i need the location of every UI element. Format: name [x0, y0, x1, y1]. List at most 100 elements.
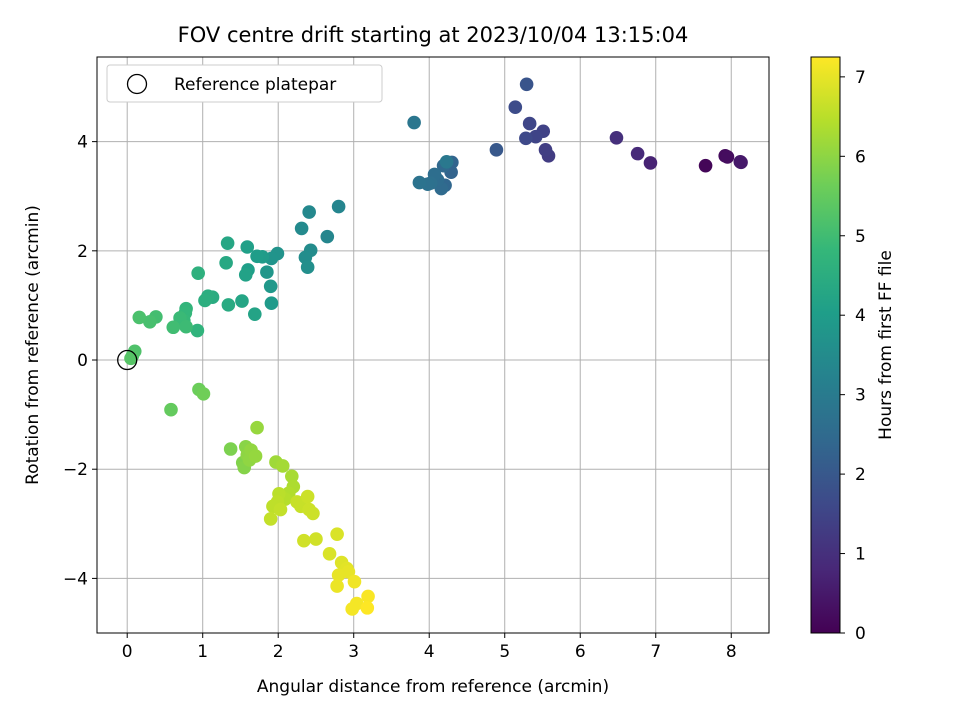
data-point [263, 512, 278, 526]
data-point [264, 296, 279, 311]
x-tick-label: 4 [424, 642, 435, 662]
data-point [166, 320, 181, 335]
colorbar-tick-label: 4 [855, 306, 866, 326]
data-point [331, 568, 346, 582]
y-tick-label: −4 [63, 569, 88, 589]
data-point [734, 155, 748, 170]
data-point [519, 77, 534, 92]
chart-title: FOV centre drift starting at 2023/10/04 … [178, 23, 689, 47]
data-point [347, 574, 362, 589]
data-point [330, 527, 344, 541]
data-point [345, 602, 360, 616]
x-axis-ticks: 0 1 2 3 4 5 6 7 8 [122, 633, 737, 662]
y-tick-label: −2 [63, 460, 88, 480]
data-point [609, 131, 624, 145]
colorbar-ticks: 0 1 2 3 4 5 6 7 [840, 68, 866, 644]
data-point [330, 579, 344, 593]
legend-label: Reference platepar [174, 75, 336, 95]
data-point [238, 268, 253, 282]
y-tick-label: 2 [77, 242, 88, 262]
data-point [522, 116, 537, 131]
x-axis-label: Angular distance from reference (arcmin) [257, 677, 609, 697]
data-point [361, 589, 375, 604]
data-point [240, 240, 255, 254]
data-point [196, 387, 211, 401]
reference-marker-layer [117, 349, 138, 371]
colorbar-tick-label: 1 [855, 545, 866, 565]
data-point [439, 155, 454, 169]
data-point [320, 229, 335, 244]
data-point [302, 205, 316, 219]
data-point [360, 601, 375, 615]
data-point [143, 314, 157, 329]
y-tick-label: 0 [77, 351, 88, 371]
data-point [250, 249, 264, 264]
colorbar-tick-label: 2 [855, 465, 866, 485]
colorbar-label: Hours from first FF file [876, 250, 896, 440]
data-point [508, 100, 523, 115]
legend-marker-icon [126, 73, 148, 95]
data-point [124, 351, 138, 366]
data-point [519, 131, 533, 146]
data-point [300, 489, 315, 504]
legend-box [106, 64, 383, 103]
data-point [407, 115, 421, 130]
colorbar: 0 1 2 3 4 5 6 7 Hours from first FF file [810, 56, 896, 644]
data-point [221, 298, 236, 312]
data-point [198, 293, 212, 308]
colorbar-tick-label: 0 [855, 624, 866, 644]
data-point [223, 442, 238, 456]
data-point [630, 146, 645, 161]
data-point [306, 506, 320, 521]
data-point [285, 469, 299, 484]
data-point [179, 319, 193, 334]
data-point [300, 260, 315, 274]
data-point [698, 158, 713, 173]
data-point [538, 143, 553, 157]
data-point [273, 502, 288, 517]
data-points [124, 77, 748, 616]
colorbar-tick-label: 3 [855, 386, 866, 406]
data-point [331, 199, 346, 214]
data-point [263, 279, 278, 294]
data-point [248, 449, 263, 463]
data-point [489, 143, 504, 157]
data-point [191, 266, 205, 281]
data-point [250, 420, 264, 435]
colorbar-tick-label: 6 [855, 147, 866, 167]
data-point [219, 256, 233, 270]
x-tick-label: 1 [197, 642, 208, 662]
colorbar-tick-label: 5 [855, 227, 866, 247]
data-point [190, 323, 205, 338]
x-tick-label: 0 [122, 642, 133, 662]
data-point [720, 150, 735, 164]
data-point [297, 533, 311, 548]
x-tick-label: 3 [348, 642, 359, 662]
data-point [322, 547, 337, 561]
x-tick-label: 5 [499, 642, 510, 662]
data-point [235, 294, 249, 308]
x-tick-label: 7 [650, 642, 661, 662]
x-tick-label: 2 [273, 642, 284, 662]
colorbar-gradient [810, 56, 841, 634]
colorbar-tick-label: 7 [855, 68, 866, 88]
y-tick-label: 4 [77, 133, 88, 153]
x-tick-label: 6 [575, 642, 586, 662]
data-point [132, 310, 147, 325]
data-point [260, 265, 274, 279]
x-tick-label: 8 [726, 642, 737, 662]
data-point [220, 236, 235, 250]
reference-platepar-marker [117, 349, 138, 371]
y-axis-ticks: −4 −2 0 2 4 [63, 133, 97, 589]
plot-area-frame [96, 56, 770, 634]
data-point [412, 175, 427, 190]
data-point [275, 459, 290, 473]
legend: Reference platepar [106, 64, 383, 103]
data-point [294, 221, 309, 236]
data-point [164, 402, 178, 417]
data-point [248, 307, 262, 321]
data-point [309, 532, 323, 546]
data-point [643, 156, 658, 170]
y-axis-label: Rotation from reference (arcmin) [23, 205, 43, 485]
